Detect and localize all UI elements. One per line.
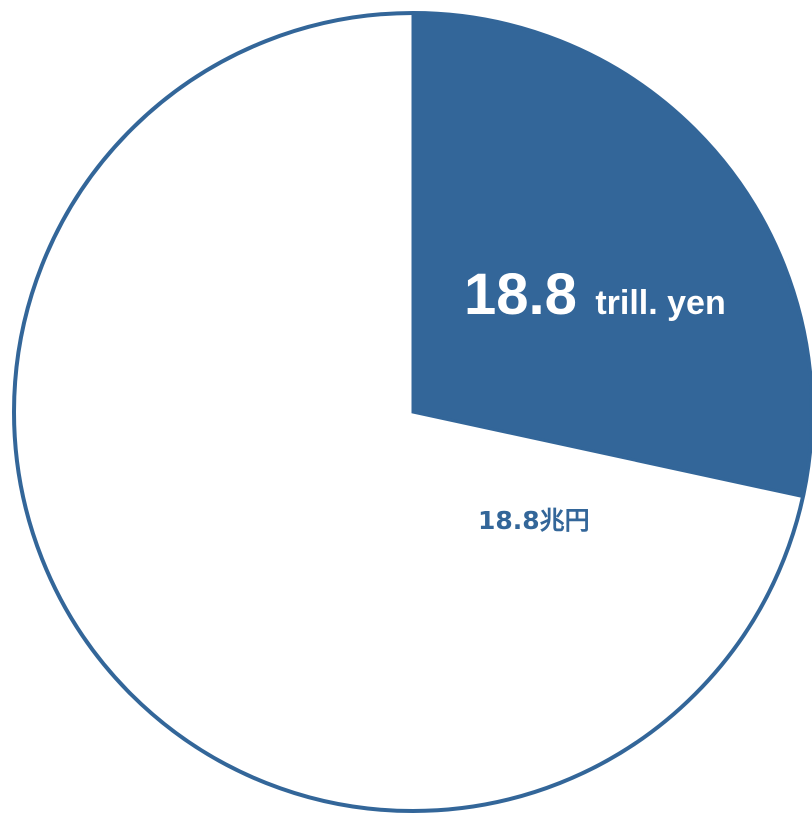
pie-slices (12, 11, 812, 813)
annotation-label: 18.8兆円 (478, 506, 590, 535)
highlight-slice-unit: trill. yen (595, 284, 725, 322)
pie-outline (12, 11, 812, 813)
highlight-slice-value: 18.8 (464, 262, 577, 327)
highlight-slice-label: 18.8 trill. yen (464, 262, 726, 327)
